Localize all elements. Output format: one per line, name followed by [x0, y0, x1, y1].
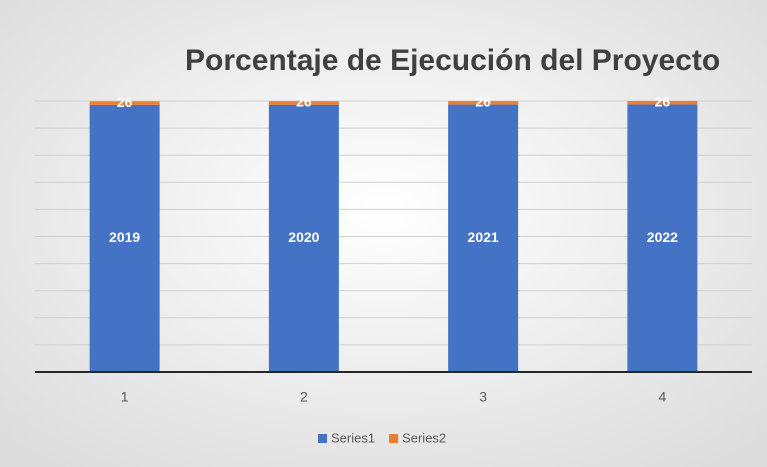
bar-segment: [448, 104, 519, 372]
bar-segment: [268, 101, 339, 105]
x-tick-label: 4: [658, 389, 666, 405]
data-label: 2020: [288, 229, 319, 245]
data-label: 26: [655, 93, 671, 109]
data-label: 2019: [109, 229, 140, 245]
data-label: 2022: [647, 229, 678, 245]
legend-label: Series2: [402, 430, 446, 445]
bar-segment: [627, 104, 698, 372]
chart-title: Porcentaje de Ejecución del Proyecto: [185, 44, 720, 77]
legend-swatch: [318, 434, 327, 443]
bar-segment: [268, 104, 339, 372]
bar-segment: [627, 101, 698, 105]
data-label: 26: [475, 94, 491, 110]
x-tick-label: 2: [300, 389, 308, 405]
bar-segment: [89, 104, 160, 372]
legend-label: Series1: [331, 430, 375, 445]
x-tick-label: 3: [479, 389, 487, 405]
legend-swatch: [389, 434, 399, 443]
data-label: 26: [117, 94, 133, 110]
x-tick-label: 1: [121, 389, 129, 405]
bar-segment: [89, 101, 160, 105]
data-label: 26: [296, 94, 312, 110]
bar-segment: [448, 101, 519, 105]
data-label: 2021: [468, 229, 499, 245]
